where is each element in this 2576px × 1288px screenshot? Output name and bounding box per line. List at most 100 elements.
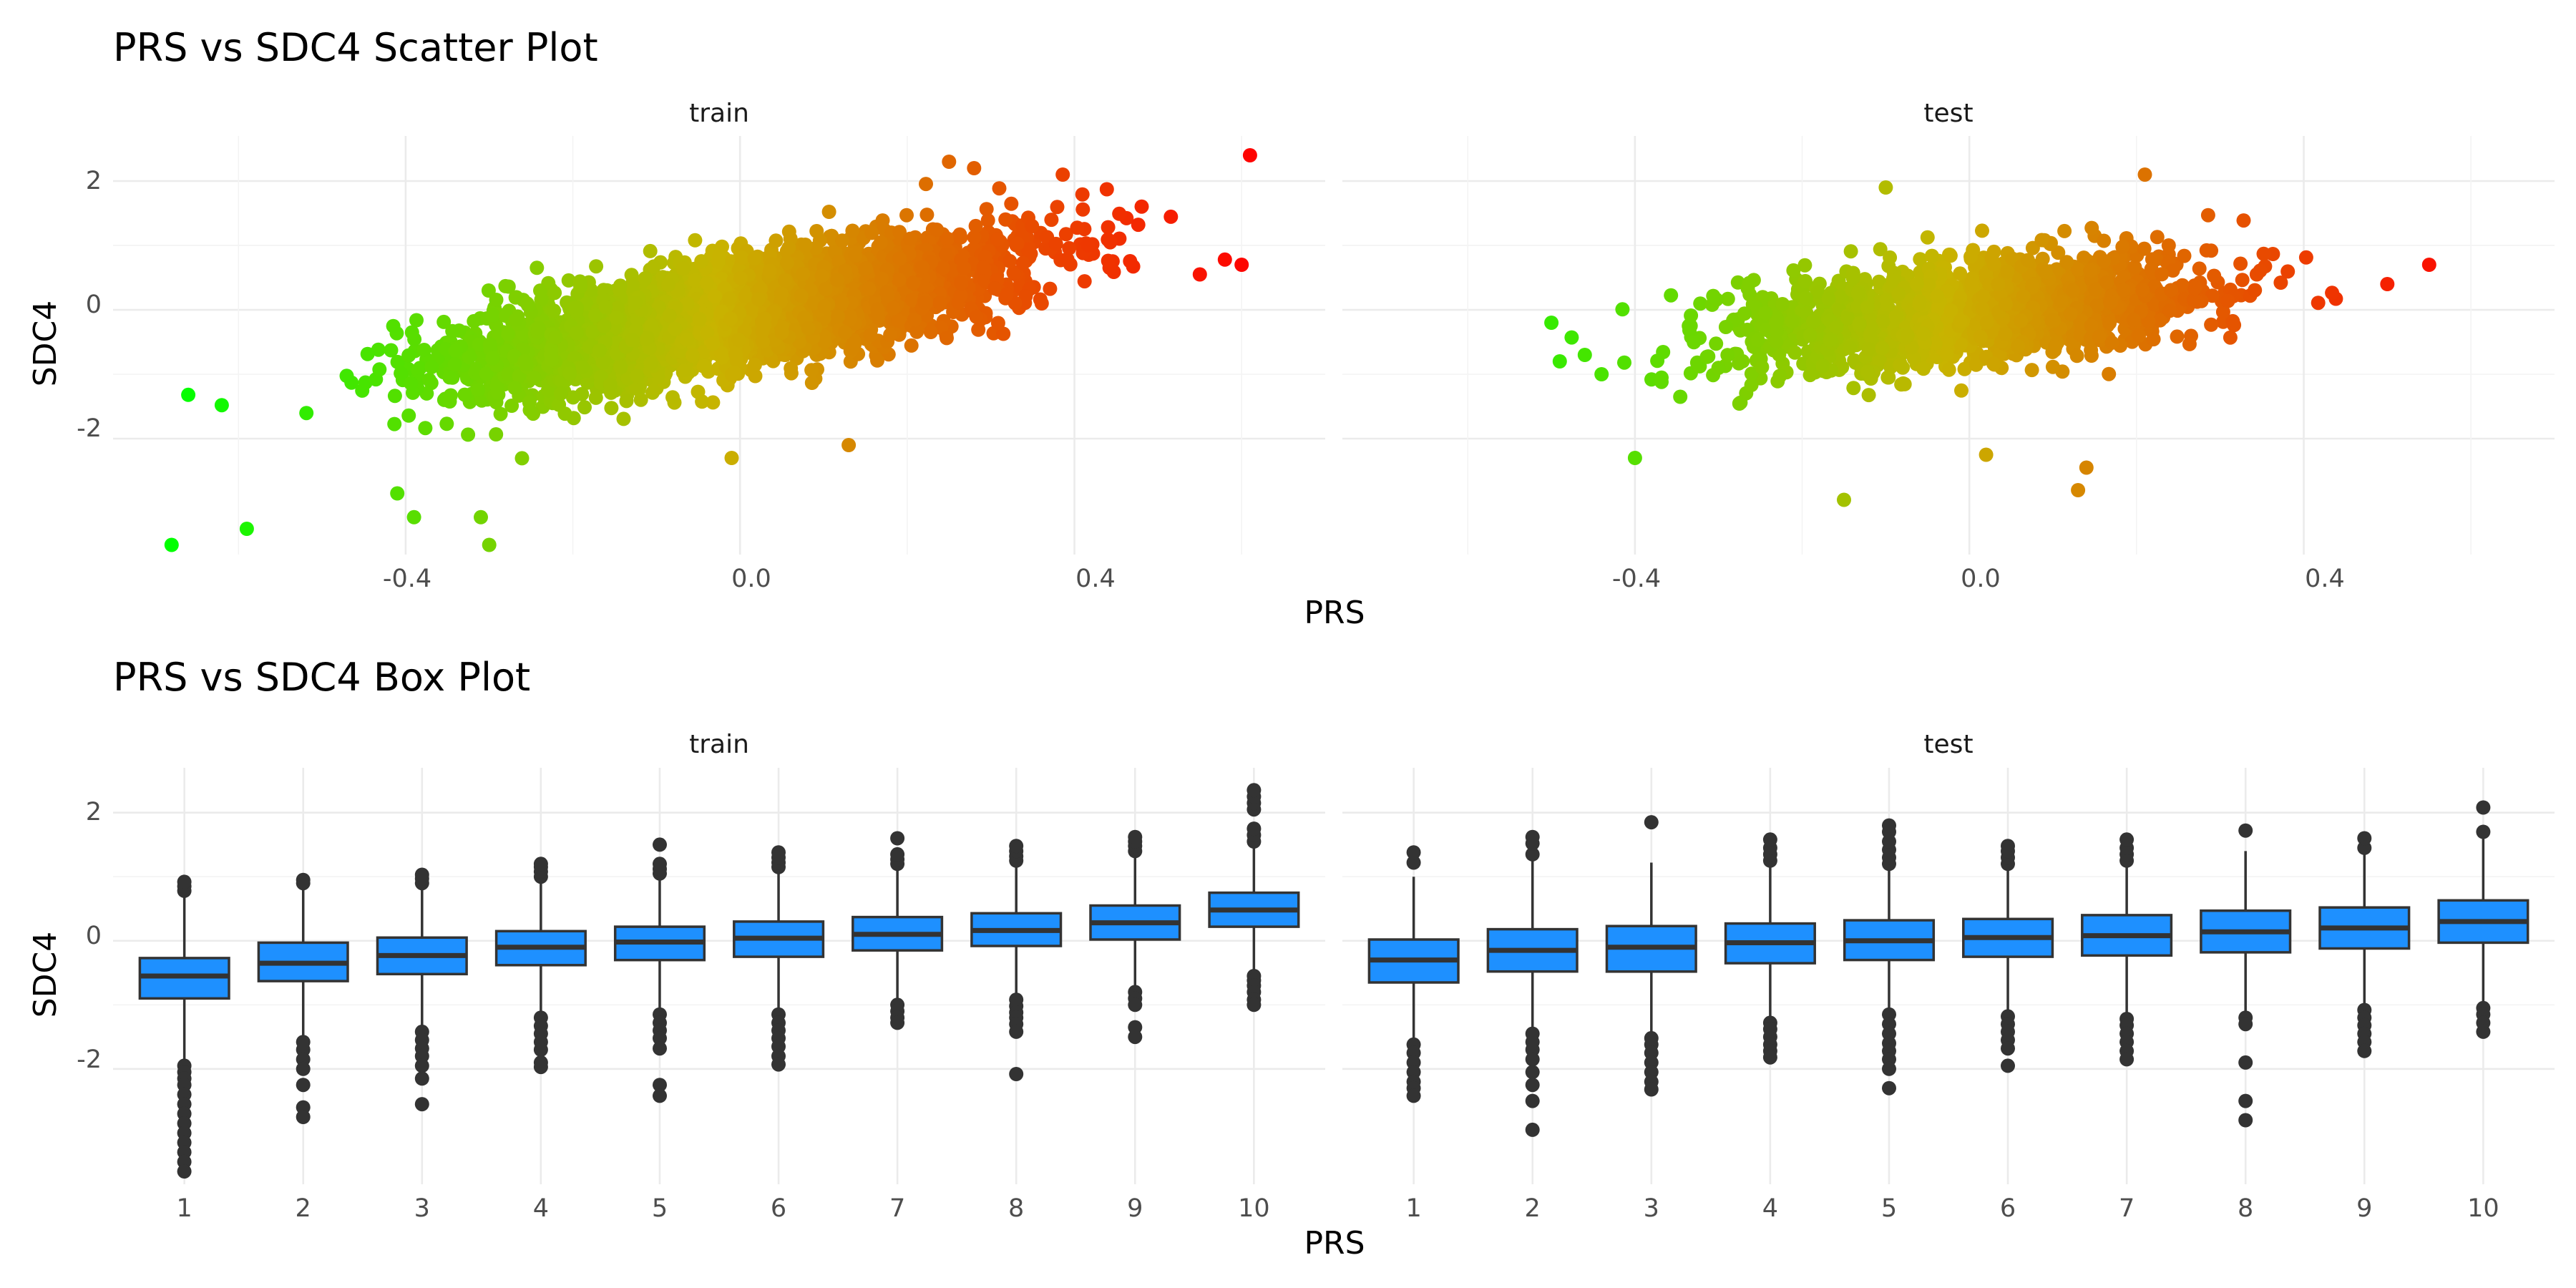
scatter-point: [915, 260, 930, 275]
scatter-point: [863, 328, 878, 343]
scatter-point: [954, 275, 969, 291]
scatter-point: [371, 342, 386, 357]
scatter-point: [597, 318, 612, 333]
scatter-point: [1080, 238, 1096, 253]
scatter-point: [471, 382, 486, 397]
scatter-point: [522, 395, 537, 410]
scatter-point: [390, 486, 405, 501]
scatter-point: [679, 332, 694, 347]
scatter-point: [831, 309, 846, 324]
scatter-point: [562, 366, 577, 381]
scatter-point: [598, 299, 613, 314]
scatter-point: [680, 296, 695, 311]
scatter-point: [821, 205, 836, 219]
scatter-point: [930, 223, 945, 237]
scatter-point: [527, 371, 542, 386]
scatter-point: [835, 295, 849, 310]
scatter-point: [748, 369, 763, 384]
scatter-point: [531, 321, 546, 336]
scatter-point: [360, 346, 375, 361]
scatter-point: [1103, 235, 1118, 250]
scatter-point: [548, 330, 563, 345]
scatter-point: [1797, 258, 1813, 273]
scatter-point: [2205, 288, 2220, 303]
scatter-point: [998, 212, 1013, 227]
scatter-point: [577, 400, 592, 415]
scatter-point: [728, 347, 743, 362]
scatter-point: [774, 325, 789, 340]
scatter-point: [588, 308, 602, 323]
scatter-point: [2223, 330, 2238, 345]
scatter-point: [616, 411, 631, 426]
scatter-point: [2298, 250, 2313, 265]
scatter-point: [501, 366, 516, 381]
scatter-point: [870, 353, 884, 368]
scatter-point: [1744, 378, 1759, 392]
scatter-point: [769, 233, 784, 248]
scatter-point: [814, 268, 829, 283]
scatter-point: [870, 307, 885, 322]
scatter-point: [1099, 182, 1114, 197]
scatter-point: [1015, 255, 1030, 270]
scatter-point: [1010, 236, 1025, 251]
scatter-point: [1871, 274, 1886, 289]
scatter-point: [977, 250, 992, 265]
scatter-point: [953, 288, 968, 303]
scatter-point: [2256, 246, 2271, 261]
scatter-point: [628, 381, 643, 395]
scatter-point: [490, 384, 505, 399]
scatter-point: [835, 233, 849, 248]
scatter-point: [923, 325, 938, 339]
scatter-point: [980, 213, 995, 228]
scatter-point: [412, 361, 427, 376]
scatter-point: [905, 293, 920, 308]
scatter-point: [1025, 219, 1040, 233]
scatter-point: [942, 155, 957, 169]
scatter-point: [747, 251, 762, 266]
scatter-point: [864, 225, 879, 240]
scatter-point: [595, 355, 610, 370]
scatter-point: [699, 275, 714, 291]
scatter-point: [401, 408, 416, 423]
scatter-point: [1843, 244, 1858, 259]
scatter-point: [485, 308, 500, 323]
scatter-point: [713, 346, 728, 360]
scatter-point: [967, 230, 982, 245]
scatter-point: [668, 321, 683, 336]
scatter-point: [996, 326, 1011, 341]
scatter-point: [638, 271, 653, 286]
scatter-point: [733, 270, 748, 286]
scatter-point: [596, 283, 611, 298]
scatter-point: [794, 288, 809, 303]
scatter-point: [1846, 381, 1861, 396]
scatter-point: [899, 208, 914, 223]
scatter-point: [448, 343, 463, 358]
scatter-point: [585, 324, 600, 339]
scatter-point: [1192, 267, 1207, 282]
scatter-point: [747, 357, 762, 372]
scatter-point: [164, 537, 179, 552]
scatter-point: [879, 285, 894, 300]
scatter-point: [404, 376, 419, 391]
scatter-point: [517, 354, 532, 369]
scatter-point: [932, 296, 947, 311]
scatter-point: [613, 360, 628, 375]
scatter-point: [489, 293, 504, 307]
scatter-point: [1720, 291, 1735, 306]
scatter-point: [1217, 252, 1232, 267]
scatter-point: [508, 312, 523, 327]
scatter-point: [557, 406, 572, 421]
scatter-point: [421, 372, 436, 387]
scatter-point: [2102, 366, 2117, 381]
scatter-point: [404, 325, 419, 340]
scatter-point: [953, 230, 968, 245]
scatter-point: [1975, 223, 1989, 238]
scatter-point: [547, 303, 562, 318]
scatter-point: [1050, 200, 1065, 215]
scatter-point: [339, 369, 354, 384]
scatter-point: [646, 259, 661, 274]
scatter-point: [570, 300, 584, 315]
scatter-point: [418, 421, 433, 436]
scatter-point: [1913, 252, 1928, 267]
scatter-point: [665, 390, 680, 405]
